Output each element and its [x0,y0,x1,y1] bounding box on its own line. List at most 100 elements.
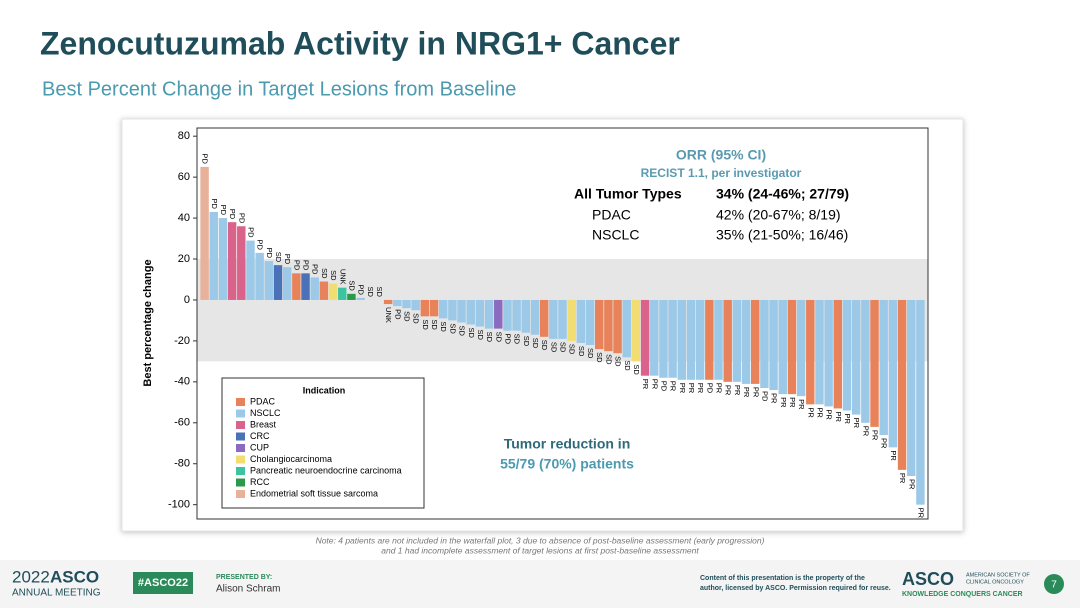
response-label: PR [788,397,797,408]
response-label: PD [760,391,769,402]
response-label: PR [898,473,907,484]
response-label: PD [201,153,210,164]
slide-subtitle: Best Percent Change in Target Lesions fr… [42,78,516,100]
hashtag: #ASCO22 [138,577,188,589]
legend-label: NSCLC [250,408,281,418]
bar [695,299,705,380]
y-tick-label: -60 [174,417,190,429]
response-label: PD [283,254,292,265]
hashtag-box [133,572,193,594]
bar [319,281,329,300]
legend-swatch [236,478,245,487]
response-label: PR [687,383,696,394]
response-label: PD [219,205,228,216]
response-label: SD [595,352,604,363]
response-label: SD [549,342,558,353]
legend-swatch [236,409,245,418]
y-tick-label: 0 [184,294,190,306]
bar [530,299,540,335]
orr-row-value: 34% (24-46%; 27/79) [716,186,849,202]
response-label: PR [871,430,880,441]
response-label: SD [421,319,430,330]
bar [246,240,255,300]
bar [686,299,696,380]
bar [402,299,411,309]
bar [833,299,843,409]
presented-by: PRESENTED BY: [216,574,272,581]
bar [429,299,439,317]
bar [714,299,723,380]
legend-label: Cholangiocarcinoma [250,454,332,464]
legend-swatch [236,421,245,429]
bar [255,252,264,300]
legend-label: Breast [250,419,277,429]
response-label: PR [815,407,824,418]
bar [503,299,512,331]
response-label: PR [825,409,834,420]
bar [613,299,622,354]
response-label: SD [614,356,623,367]
bar [227,222,237,300]
response-label: SD [476,330,485,341]
response-label: PR [916,508,925,519]
response-label: PD [503,334,512,345]
legend-label: Pancreatic neuroendocrine carcinoma [250,465,402,475]
response-label: SD [274,252,283,263]
legend-label: Endometrial soft tissue sarcoma [250,488,378,498]
response-label: SD [531,338,540,349]
response-label: PD [292,260,301,271]
response-label: PD [246,227,255,238]
plot-frame [196,127,929,520]
response-label: SD [448,323,457,334]
note: Note: 4 patients are not included in the… [316,535,765,545]
y-tick-label: 20 [178,253,190,265]
response-label: SD [577,346,586,357]
bar [218,218,228,300]
response-label: PD [237,213,246,224]
response-label: PR [834,411,843,422]
bar [209,211,218,300]
orr-subtitle: RECIST 1.1, per investigator [641,166,802,180]
bar [751,299,760,384]
response-label: SD [320,268,329,279]
bar [200,166,209,300]
legend-swatch [236,455,245,464]
bar [787,299,797,395]
response-label: PD [659,381,668,392]
page-number: 7 [1051,580,1057,591]
response-label: SD [623,360,632,371]
y-tick-label: -40 [174,376,190,388]
bar [273,265,283,300]
y-tick-label: 40 [178,212,190,224]
response-label: UNK [338,269,347,285]
bar [659,299,668,378]
y-tick-label: 60 [178,171,190,183]
response-label: PR [650,379,659,390]
reduction-text: Tumor reduction in [504,436,631,452]
bar [521,299,531,333]
response-label: PD [302,260,311,271]
response-label: PR [852,418,861,429]
bar [420,299,430,317]
response-label: PR [724,385,733,396]
response-label: SD [568,344,577,355]
response-label: UNK [384,307,393,323]
response-label: SD [375,287,384,298]
legend-label: CUP [250,442,269,452]
bar [393,299,402,307]
slide-title: Zenocutuzumab Activity in NRG1+ Cancer [40,25,680,61]
bar [310,277,319,300]
response-label: PR [641,379,650,390]
y-tick-label: 80 [178,130,190,142]
response-label: PR [696,383,705,394]
response-label: PR [843,414,852,425]
response-label: PR [880,438,889,449]
footer-meeting: ANNUAL MEETING [12,588,101,599]
bar [897,299,907,470]
orr-row-value: 35% (21-50%; 16/46) [716,227,848,243]
bar [356,297,365,300]
bar [631,299,641,362]
orr-row-value: 42% (20-67%; 8/19) [716,207,841,223]
